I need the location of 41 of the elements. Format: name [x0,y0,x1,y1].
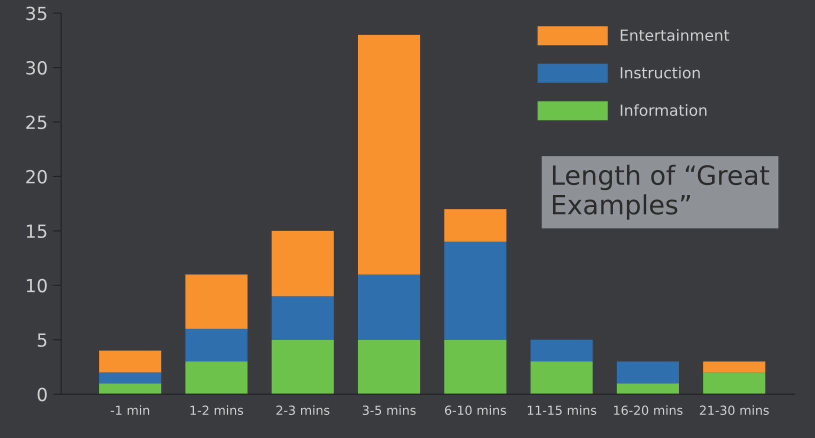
y-tick-label: 15 [26,224,46,238]
y-tick-label: 25 [26,115,46,130]
y-tick-label: 0 [38,388,47,402]
bar [530,362,593,394]
bar [185,362,248,394]
bar [272,296,334,340]
bar [444,209,506,242]
bar [358,274,420,340]
bar [99,383,162,394]
x-tick-label: 16-20 mins [614,405,683,415]
legend-label: Information [620,104,706,116]
x-tick-label: 6-10 mins [445,405,506,415]
bar [185,328,248,362]
y-tick-label: 35 [26,6,46,20]
bar [703,372,766,394]
x-tick-label: 1-2 mins [190,405,244,415]
y-tick-label: 20 [26,170,47,184]
bar [272,230,334,296]
text: Length of “Great Examples” [552,164,770,220]
x-tick-label: 3-5 mins [362,405,416,415]
bar [530,340,593,362]
x-tick-label: 21-30 mins [700,405,769,415]
y-tick-label: 10 [26,278,47,292]
legend-label: Entertainment [620,29,730,42]
y-tick-label: 5 [38,333,46,347]
x-tick-label: -1 min [110,405,150,415]
y-tick-label: 30 [26,61,47,75]
bar [99,350,162,372]
legend-label: Instruction [620,66,700,79]
bar [185,274,248,329]
bar [99,372,162,384]
x-tick-label: 2-3 mins [276,405,330,415]
bar [272,340,334,394]
bar [616,362,679,384]
bar [444,340,506,394]
bar [358,340,420,394]
x-tick-label: 11-15 mins [528,405,596,415]
bar [703,362,766,372]
bar [358,34,420,274]
bar [444,242,506,340]
bar [616,383,679,394]
